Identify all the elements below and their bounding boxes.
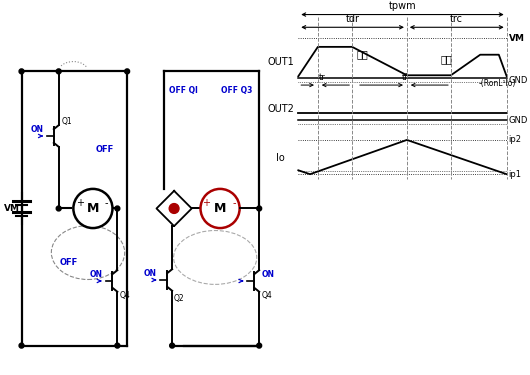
Circle shape xyxy=(257,343,262,348)
Text: ip2: ip2 xyxy=(509,135,522,144)
Circle shape xyxy=(19,343,24,348)
Text: ON: ON xyxy=(31,124,43,134)
Text: OFF: OFF xyxy=(95,145,114,154)
Text: VM: VM xyxy=(509,33,525,42)
Text: -(RonL¹Io): -(RonL¹Io) xyxy=(478,79,516,88)
Text: -: - xyxy=(105,198,108,208)
Text: VM: VM xyxy=(4,204,20,213)
Text: 再生: 再生 xyxy=(440,55,452,64)
Text: Q4: Q4 xyxy=(119,291,130,300)
Text: tdr: tdr xyxy=(346,14,359,24)
Text: OFF Ql: OFF Ql xyxy=(169,87,198,96)
Circle shape xyxy=(115,206,120,211)
Text: tf: tf xyxy=(401,73,408,82)
Text: OFF: OFF xyxy=(59,258,77,267)
Circle shape xyxy=(56,69,61,74)
Text: Io: Io xyxy=(276,153,285,162)
Circle shape xyxy=(19,69,24,74)
Circle shape xyxy=(169,204,179,213)
Text: GND: GND xyxy=(509,116,528,125)
Text: OFF Q3: OFF Q3 xyxy=(221,87,252,96)
Text: ip1: ip1 xyxy=(509,170,522,179)
Text: ON: ON xyxy=(262,270,275,279)
Text: tr: tr xyxy=(319,73,325,82)
Circle shape xyxy=(73,189,112,228)
Text: M: M xyxy=(87,202,99,215)
Circle shape xyxy=(257,206,262,211)
Text: -: - xyxy=(233,198,236,208)
Text: GND: GND xyxy=(509,76,528,85)
Circle shape xyxy=(200,189,240,228)
Text: Q4: Q4 xyxy=(261,291,272,300)
Circle shape xyxy=(170,343,174,348)
Text: +: + xyxy=(76,198,84,208)
Text: OUT1: OUT1 xyxy=(267,57,294,66)
Text: 起加: 起加 xyxy=(357,49,368,59)
Text: Q1: Q1 xyxy=(61,117,72,126)
Text: ON: ON xyxy=(90,270,102,279)
Circle shape xyxy=(115,343,120,348)
Circle shape xyxy=(56,206,61,211)
Text: +: + xyxy=(202,198,210,208)
Circle shape xyxy=(125,69,130,74)
Text: M: M xyxy=(214,202,226,215)
Text: trc: trc xyxy=(450,14,463,24)
Text: tpwm: tpwm xyxy=(388,1,416,10)
Text: Q2: Q2 xyxy=(174,294,185,303)
Text: ON: ON xyxy=(144,268,157,278)
Text: OUT2: OUT2 xyxy=(267,104,294,114)
